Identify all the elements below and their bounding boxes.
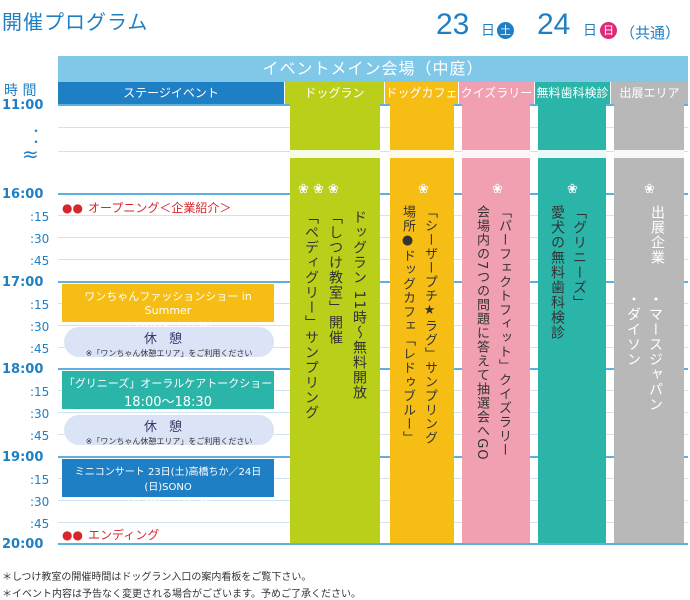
ending-label: エンディング [88, 528, 160, 542]
time-1930: :30 [30, 495, 50, 509]
greenies-talk-time: 18:00〜18:30 [124, 395, 212, 410]
ending-event: ●● エンディング [62, 524, 159, 543]
time-1830: :30 [30, 407, 50, 421]
dogcafe-break-gap [390, 150, 454, 158]
paw-icon: ❀ ❀ ❀ [298, 182, 339, 197]
fashion-show-title: ワンちゃんファッションショー in Summer [84, 290, 252, 317]
time-1615: :15 [30, 210, 50, 224]
exhibit-text-2: ・マースジャパン [647, 292, 663, 412]
paw-icon: ❀ [644, 182, 655, 197]
column-header-stage: ステージイベント [58, 82, 284, 104]
day2-number: 24 [537, 8, 571, 41]
quiz-break-gap [462, 150, 530, 158]
greenies-talk-event: 「グリニーズ」オーラルケアトークショー 18:00〜18:30 [62, 371, 274, 410]
column-header-dogcafe: ドッグカフェ [385, 82, 458, 104]
dental-column [538, 104, 606, 543]
column-header-exhibit: 出展エリア [611, 82, 688, 104]
footnote-1: ＊しつけ教室の開催時間はドッグラン入口の案内看板をご覧下さい。 [2, 572, 312, 583]
exhibit-text-3: ・ダイソン [625, 292, 641, 367]
time-1700: 17:00 [2, 275, 44, 290]
column-header-quiz: クイズラリー [459, 82, 534, 104]
paw-icon: ❀ [492, 182, 503, 197]
day2-weekday-badge: 日 [600, 22, 617, 39]
footnote-2: ＊イベント内容は予告なく変更される場合がございます。予めご了承ください。 [2, 589, 361, 600]
mini-concert-time: 19:00〜19:30 [124, 497, 212, 512]
dental-text-1: 「グリニーズ」 [571, 205, 587, 310]
rest-break-2-note: ※「ワンちゃん休憩エリア」をご利用ください [85, 437, 253, 446]
dogrun-break-gap [290, 150, 380, 158]
time-1900: 19:00 [2, 450, 44, 465]
rest-break-2: 休憩 ※「ワンちゃん休憩エリア」をご利用ください [64, 415, 274, 446]
rest-break-2-title: 休憩 [143, 420, 194, 435]
mini-concert-event: ミニコンサート 23日(土)高橋ちか／24日(日)SONO 19:00〜19:3… [62, 459, 274, 512]
time-2000: 20:00 [2, 537, 44, 552]
dogcafe-column [390, 104, 454, 543]
time-1600: 16:00 [2, 187, 44, 202]
common-label: （共通） [620, 24, 681, 42]
paw-icon: ❀ [567, 182, 578, 197]
rest-break-1: 休憩 ※「ワンちゃん休憩エリア」をご利用ください [64, 327, 274, 358]
time-dot-1: ・ [30, 124, 43, 138]
rest-break-1-title: 休憩 [143, 332, 194, 347]
exhibit-text-1: 出展企業 [649, 205, 665, 265]
time-1945: :45 [30, 517, 50, 531]
exhibit-column [614, 104, 684, 543]
time-break-wave: ≈ [22, 142, 39, 166]
time-1730: :30 [30, 320, 50, 334]
day1-weekday-badge: 土 [497, 22, 514, 39]
quiz-text-1: 「パーフェクトフィット」クイズラリー [496, 205, 511, 457]
rest-break-1-note: ※「ワンちゃん休憩エリア」をご利用ください [85, 349, 253, 358]
time-1745: :45 [30, 342, 50, 356]
fashion-show-event: ワンちゃんファッションショー in Summer 17:00〜17:30 [62, 284, 274, 336]
time-1800: 18:00 [2, 362, 44, 377]
time-1715: :15 [30, 298, 50, 312]
time-1645: :45 [30, 254, 50, 268]
paw-icon: ●● [62, 528, 83, 542]
opening-event: ●● オープニング＜企業紹介＞ [62, 197, 231, 216]
time-1845: :45 [30, 429, 50, 443]
dogrun-text-3: 「ペディグリー」サンプリング [303, 210, 319, 420]
time-1815: :15 [30, 385, 50, 399]
quiz-text-2: 会場内の7つの問題に答えて抽選会へGO [474, 205, 489, 461]
dogcafe-text-1: 「シーザープチ★ラグ」サンプリング [422, 205, 437, 445]
opening-label: オープニング＜企業紹介＞ [88, 201, 232, 215]
column-header-dogrun: ドッグラン [285, 82, 384, 104]
dogrun-text-1: ドッグラン 11時〜無料開放 [351, 210, 367, 401]
day1-number: 23 [436, 8, 470, 41]
exhibit-break-gap [614, 150, 684, 158]
paw-icon: ❀ [418, 182, 429, 197]
time-column-header: 時 間 [4, 83, 37, 99]
dental-break-gap [538, 150, 606, 158]
day2-unit: 日 [583, 23, 597, 39]
page-title: 開催プログラム [2, 10, 149, 34]
dental-text-2: 愛犬の無料歯科検診 [549, 205, 565, 340]
venue-banner: イベントメイン会場（中庭） [58, 56, 688, 82]
mini-concert-title: ミニコンサート 23日(土)高橋ちか／24日(日)SONO [74, 467, 262, 493]
dogrun-text-2: 「しつけ教室」開催 [327, 210, 343, 345]
dogrun-column [290, 104, 380, 543]
time-1915: :15 [30, 473, 50, 487]
day1-unit: 日 [481, 23, 495, 39]
paw-icon: ●● [62, 201, 83, 215]
time-dot-2: ・ [30, 135, 43, 149]
quiz-column [462, 104, 530, 543]
column-header-dental: 無料歯科検診 [535, 82, 610, 104]
time-1630: :30 [30, 232, 50, 246]
dogcafe-text-2: 場所●ドッグカフェ「レドゥブルー」 [400, 205, 415, 445]
greenies-talk-title: 「グリニーズ」オーラルケアトークショー [63, 377, 273, 390]
time-1100: 11:00 [2, 98, 44, 113]
